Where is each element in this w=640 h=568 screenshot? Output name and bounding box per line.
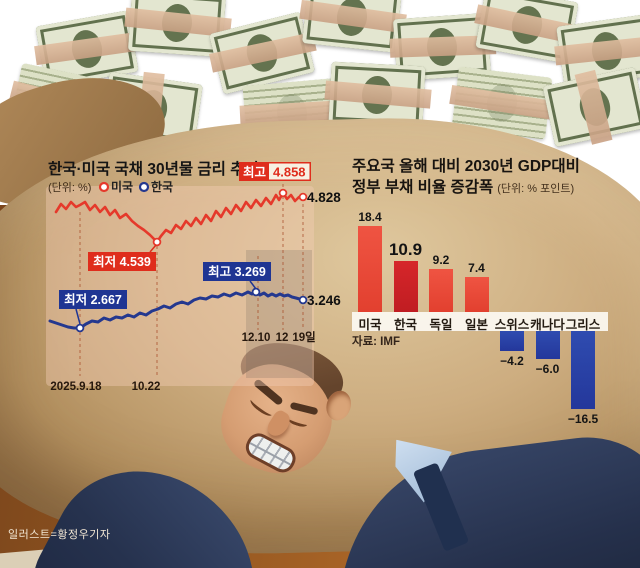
debt-bar-value: −16.5 xyxy=(567,411,599,426)
svg-text:최저 4.539: 최저 4.539 xyxy=(93,254,151,269)
debt-chart-unit: (단위: % 포인트) xyxy=(497,182,575,195)
illustrator-credit: 일러스트=황정우기자 xyxy=(8,529,111,541)
us-rate-line xyxy=(54,191,305,244)
debt-chart-category-strip: 미국 한국 독일 일본 스위스 캐나다 그리스 xyxy=(352,312,608,332)
debt-bar-캐나다 xyxy=(535,331,560,360)
x-axis-labels: 2025.9.18 10.22 12.10 12 19일 xyxy=(50,330,315,393)
debt-category-label: 스위스 xyxy=(494,318,530,332)
svg-text:최저 2.667: 최저 2.667 xyxy=(64,292,122,307)
svg-text:최고: 최고 xyxy=(243,165,267,180)
svg-text:12: 12 xyxy=(276,332,289,344)
us-last-value: 4.828 xyxy=(307,190,341,205)
debt-bar-한국 xyxy=(393,260,418,312)
bond-chart-unit: (단위: %) xyxy=(48,181,91,194)
bond-chart-title: 한국·미국 국채 30년물 금리 추이 xyxy=(48,159,259,178)
debt-chart-title-line2: 정부 부채 비율 증감폭 xyxy=(352,178,494,196)
debt-category-label: 그리스 xyxy=(565,318,601,332)
debt-bar-스위스 xyxy=(500,331,524,351)
kr-low-callout: 최저 2.667 xyxy=(59,290,127,325)
legend-us-marker xyxy=(98,181,110,193)
debt-category-label: 독일 xyxy=(429,318,453,332)
kr-rate-line xyxy=(48,290,305,330)
us-low-callout: 최저 4.539 xyxy=(88,244,157,271)
debt-bar-value: 9.2 xyxy=(432,252,450,267)
debt-category-label: 일본 xyxy=(464,318,489,332)
us-high-callout: 최고 4.858 xyxy=(239,162,311,181)
kr-high-callout: 최고 3.269 xyxy=(203,262,271,290)
debt-category-label: 캐나다 xyxy=(530,318,565,332)
debt-category-label: 미국 xyxy=(358,318,382,332)
legend-kr-marker xyxy=(138,181,150,193)
legend-kr-label: 한국 xyxy=(151,179,173,194)
debt-bar-value: −6.0 xyxy=(535,362,560,377)
data-point-markers xyxy=(75,188,308,333)
debt-chart-source: 자료: IMF xyxy=(352,336,400,348)
debt-bar-일본 xyxy=(464,277,489,312)
svg-text:19일: 19일 xyxy=(292,330,315,344)
kr-last-value: 3.246 xyxy=(307,293,341,308)
debt-chart-title: 주요국 올해 대비 2030년 GDP대비 정부 부채 비율 증감폭 (단위: %… xyxy=(352,157,580,199)
debt-bar-value: 7.4 xyxy=(468,261,485,276)
debt-bar-value: 18.4 xyxy=(358,209,382,224)
debt-category-label: 한국 xyxy=(393,318,418,332)
debt-bar-value: −4.2 xyxy=(500,353,524,368)
legend-us-label: 미국 xyxy=(111,179,133,194)
svg-text:2025.9.18: 2025.9.18 xyxy=(50,381,102,393)
debt-bar-value: 10.9 xyxy=(388,239,423,259)
debt-chart-title-line1: 주요국 올해 대비 2030년 GDP대비 xyxy=(352,158,580,175)
svg-text:최고 3.269: 최고 3.269 xyxy=(208,264,266,279)
debt-bar-그리스 xyxy=(571,331,595,409)
svg-text:4.858: 4.858 xyxy=(273,165,306,180)
debt-bar-독일 xyxy=(429,268,453,312)
chart-plot-background xyxy=(46,186,314,386)
debt-bar-미국 xyxy=(358,225,382,312)
svg-text:10.22: 10.22 xyxy=(132,381,161,393)
svg-text:12.10: 12.10 xyxy=(242,332,271,344)
